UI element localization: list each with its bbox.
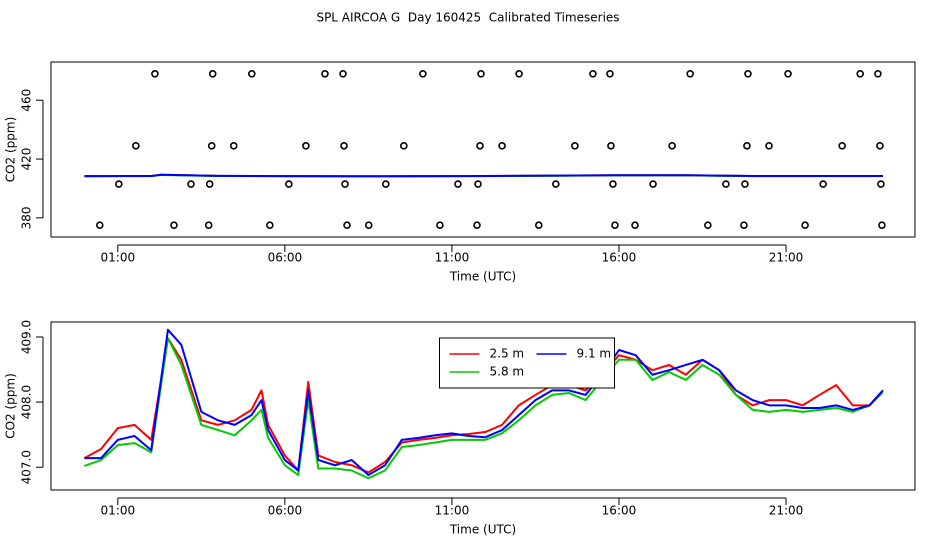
point: [170, 221, 178, 230]
x-tick-label: 06:00: [268, 504, 303, 518]
point: [151, 69, 159, 78]
point: [115, 180, 123, 188]
point: [534, 221, 543, 230]
y-axis-label: CO2 (ppm): [4, 373, 18, 439]
point: [302, 142, 310, 150]
point: [874, 69, 882, 78]
point: [744, 69, 752, 78]
chart-title: SPL AIRCOA G Day 160425 Calibrated Times…: [316, 11, 619, 25]
point: [95, 221, 104, 230]
point: [247, 69, 256, 78]
point: [515, 69, 523, 78]
point: [207, 142, 216, 150]
point: [611, 221, 619, 230]
point: [187, 180, 195, 188]
y-tick-label: 407.0: [20, 450, 34, 484]
x-axis-label: Time (UTC): [449, 270, 516, 284]
point: [474, 180, 482, 188]
y-tick-label: 460: [20, 89, 34, 112]
point: [498, 142, 506, 150]
x-tick-label: 11:00: [435, 504, 470, 518]
point: [341, 180, 349, 188]
legend-label: 2.5 m: [490, 347, 525, 361]
point: [743, 142, 751, 150]
y-tick-label: 408.0: [20, 385, 34, 419]
point: [132, 142, 140, 150]
x-tick-label: 11:00: [435, 251, 470, 265]
point: [339, 69, 347, 78]
legend-label: 5.8 m: [490, 365, 525, 379]
point: [454, 180, 462, 188]
x-tick-label: 06:00: [268, 251, 303, 265]
x-tick-label: 21:00: [769, 504, 804, 518]
y-tick-label: 420: [20, 148, 34, 171]
point: [229, 142, 238, 150]
legend-frame: [439, 337, 615, 389]
x-tick-label: 01:00: [101, 504, 136, 518]
point: [609, 180, 617, 188]
plot-frame: [50, 321, 916, 491]
point: [436, 221, 444, 230]
point: [740, 221, 748, 230]
point: [686, 69, 694, 78]
point: [266, 221, 274, 230]
x-tick-label: 21:00: [769, 251, 804, 265]
x-tick-label: 16:00: [602, 504, 637, 518]
point: [208, 69, 217, 78]
point: [784, 69, 792, 78]
point: [476, 142, 484, 150]
y-axis-label: CO2 (ppm): [4, 117, 18, 183]
point: [589, 69, 597, 78]
point: [473, 221, 481, 230]
point: [801, 221, 809, 230]
point: [668, 142, 676, 150]
point: [364, 221, 373, 230]
point: [704, 221, 712, 230]
point: [838, 142, 846, 150]
y-tick-label: 380: [20, 206, 34, 229]
point: [552, 180, 560, 188]
y-tick-label: 409.0: [20, 320, 34, 354]
series-line: [84, 337, 884, 480]
point: [741, 180, 749, 188]
point: [649, 180, 657, 188]
point: [400, 142, 408, 150]
series-line: [84, 173, 883, 178]
point: [856, 69, 865, 78]
point: [722, 180, 730, 188]
point: [571, 142, 579, 150]
point: [765, 142, 773, 150]
point: [381, 180, 390, 188]
legend-label: 9.1 m: [577, 347, 612, 361]
point: [204, 221, 213, 230]
point: [477, 69, 485, 78]
point: [321, 69, 329, 78]
point: [876, 142, 884, 150]
plot-frame: [50, 61, 916, 238]
x-tick-label: 01:00: [101, 251, 136, 265]
series-line: [83, 337, 884, 474]
x-axis-label: Time (UTC): [449, 523, 516, 537]
point: [343, 221, 351, 230]
point: [340, 142, 348, 150]
point: [631, 221, 639, 230]
point: [819, 180, 827, 188]
point: [606, 69, 614, 78]
point: [419, 69, 427, 78]
point: [205, 180, 214, 188]
point: [285, 180, 293, 188]
point: [607, 142, 615, 150]
point: [878, 221, 886, 230]
x-tick-label: 16:00: [602, 251, 637, 265]
point: [877, 180, 885, 188]
series-line: [84, 328, 884, 477]
